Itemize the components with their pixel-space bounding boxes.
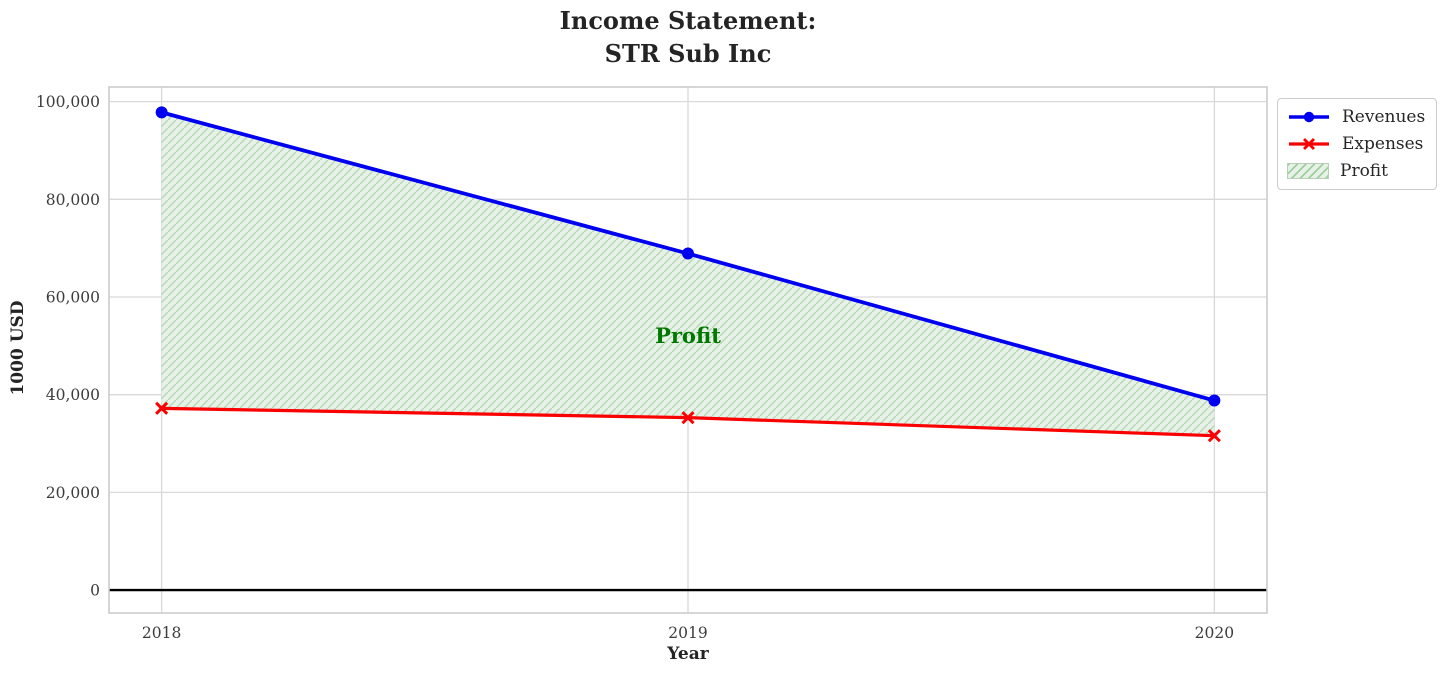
x-tick-2020: 2020: [1195, 624, 1234, 642]
legend-label-revenues: Revenues: [1342, 107, 1426, 127]
plot-border: [108, 86, 1268, 614]
revenues-marker-2018: [155, 106, 168, 119]
revenues-marker-2020: [1208, 394, 1221, 407]
legend-label-profit: Profit: [1340, 161, 1388, 181]
expenses-marker-2018: [155, 401, 169, 415]
legend-label-expenses: Expenses: [1342, 134, 1424, 154]
y-axis-label: 1000 USD: [8, 300, 28, 396]
y-tick-20,000: 20,000: [46, 484, 100, 502]
y-tick-0: 0: [90, 582, 100, 600]
expenses-line-swatch-icon: [1289, 138, 1329, 150]
legend-item-profit: Profit: [1287, 161, 1425, 181]
chart-title-line1: Income Statement:: [559, 6, 817, 35]
expenses-marker-2019: [681, 411, 695, 425]
profit-annotation: Profit: [655, 323, 721, 348]
y-tick-80,000: 80,000: [46, 191, 100, 209]
y-tick-60,000: 60,000: [46, 289, 100, 307]
profit-hatch-swatch-icon: [1287, 163, 1329, 179]
revenues-marker-2019: [682, 247, 694, 260]
chart-title: Income Statement: STR Sub Inc: [109, 4, 1267, 70]
x-axis-label: Year: [667, 644, 709, 664]
y-tick-40,000: 40,000: [46, 386, 100, 404]
legend: Revenues Expenses Profit: [1277, 98, 1438, 190]
x-tick-2019: 2019: [668, 624, 707, 642]
y-tick-100,000: 100,000: [36, 93, 100, 111]
legend-item-revenues: Revenues: [1287, 107, 1425, 127]
legend-item-expenses: Expenses: [1287, 134, 1425, 154]
revenues-line-swatch-icon: [1289, 111, 1329, 123]
expenses-marker-2020: [1207, 429, 1221, 443]
chart-title-line2: STR Sub Inc: [604, 39, 772, 68]
profit-area: [161, 112, 1215, 436]
x-tick-2018: 2018: [142, 624, 181, 642]
